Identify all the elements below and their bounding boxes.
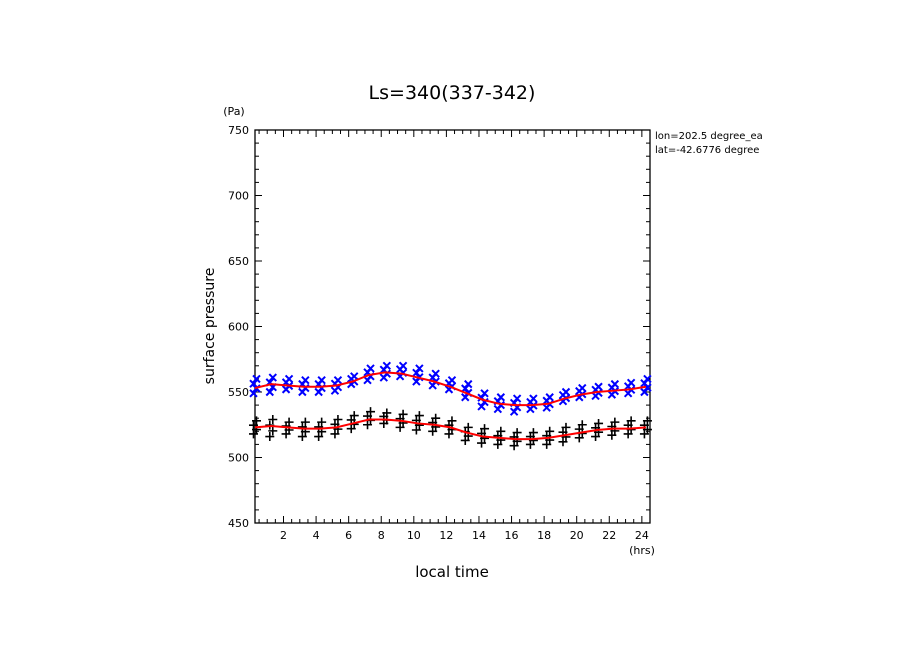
x-marker bbox=[350, 372, 359, 381]
x-marker bbox=[268, 373, 277, 382]
x-marker bbox=[415, 364, 424, 373]
x-marker bbox=[301, 376, 310, 385]
plus-marker bbox=[330, 429, 340, 439]
annotation-clip bbox=[779, 125, 904, 165]
plus-marker bbox=[463, 422, 473, 432]
x-tick-label: 18 bbox=[537, 529, 551, 542]
x-tick-label: 10 bbox=[407, 529, 421, 542]
y-tick-label: 700 bbox=[228, 190, 249, 203]
plus-marker bbox=[297, 422, 307, 432]
plus-marker bbox=[314, 432, 324, 442]
plot-frame bbox=[254, 129, 651, 524]
plus-marker bbox=[431, 413, 441, 423]
plus-marker bbox=[480, 433, 490, 443]
annotation-line-1: lon=202.5 degree_ea bbox=[655, 131, 763, 142]
x-unit-label: (hrs) bbox=[629, 544, 655, 557]
plus-marker bbox=[414, 420, 424, 430]
plus-marker bbox=[577, 420, 587, 430]
plus-marker bbox=[477, 438, 487, 448]
x-marker bbox=[317, 376, 326, 385]
x-marker bbox=[480, 389, 489, 398]
x-marker bbox=[366, 364, 375, 373]
x-marker bbox=[249, 379, 258, 388]
x-marker bbox=[578, 383, 587, 393]
y-tick-label: 600 bbox=[228, 321, 249, 334]
fit-line-3 bbox=[254, 418, 647, 441]
plus-marker bbox=[382, 408, 392, 418]
x-tick-label: 14 bbox=[472, 529, 486, 542]
x-marker bbox=[431, 369, 440, 378]
plus-marker bbox=[268, 415, 278, 425]
y-tick-label: 450 bbox=[228, 517, 249, 530]
plus-marker bbox=[265, 432, 275, 442]
x-marker bbox=[252, 374, 261, 384]
y-tick-label: 650 bbox=[228, 255, 249, 268]
x-marker bbox=[561, 387, 571, 397]
plus-marker bbox=[366, 407, 376, 417]
x-tick-label: 20 bbox=[570, 529, 584, 542]
plus-marker bbox=[300, 417, 310, 427]
y-unit-label: (Pa) bbox=[223, 105, 244, 118]
x-marker bbox=[610, 379, 620, 389]
plus-marker bbox=[610, 417, 620, 427]
plus-marker bbox=[317, 417, 327, 427]
plus-marker bbox=[480, 424, 490, 434]
chart-title: Ls=340(337-342) bbox=[369, 82, 536, 104]
x-marker bbox=[249, 389, 258, 398]
plus-marker bbox=[545, 426, 555, 436]
x-tick-label: 22 bbox=[602, 529, 616, 542]
x-marker bbox=[643, 374, 652, 384]
plus-marker bbox=[314, 422, 324, 432]
fit-line-2 bbox=[254, 371, 647, 407]
x-marker bbox=[382, 361, 392, 371]
plus-marker bbox=[252, 416, 261, 426]
x-marker bbox=[333, 376, 343, 385]
plus-marker bbox=[284, 417, 294, 427]
x-marker bbox=[545, 393, 554, 402]
x-tick-label: 24 bbox=[635, 529, 649, 542]
plus-marker bbox=[558, 437, 568, 447]
x-tick-label: 2 bbox=[280, 529, 287, 542]
plus-marker bbox=[512, 428, 522, 438]
plus-marker bbox=[447, 416, 457, 426]
plus-marker bbox=[561, 422, 571, 432]
plus-marker bbox=[411, 425, 421, 435]
x-tick-label: 12 bbox=[439, 529, 453, 542]
plus-marker bbox=[349, 411, 359, 421]
plus-marker bbox=[528, 428, 538, 438]
x-tick-label: 6 bbox=[345, 529, 352, 542]
y-axis-label: surface pressure bbox=[202, 268, 218, 385]
x-marker bbox=[464, 379, 473, 389]
x-marker bbox=[529, 394, 538, 403]
plus-marker bbox=[398, 409, 408, 419]
annotation-line-2: lat=-42.6776 degree bbox=[655, 145, 759, 156]
x-marker bbox=[398, 361, 408, 371]
x-marker bbox=[594, 382, 603, 391]
plus-marker bbox=[626, 416, 636, 426]
plus-marker bbox=[297, 432, 307, 442]
x-tick-label: 4 bbox=[313, 529, 320, 542]
plus-marker bbox=[268, 426, 278, 436]
x-marker bbox=[447, 376, 457, 385]
plus-marker bbox=[594, 418, 604, 428]
plus-marker bbox=[333, 415, 343, 425]
y-tick-label: 550 bbox=[228, 386, 249, 399]
y-tick-label: 500 bbox=[228, 452, 249, 465]
plus-marker bbox=[414, 411, 424, 421]
y-tick-label: 750 bbox=[228, 124, 249, 137]
x-marker bbox=[284, 374, 294, 384]
plus-marker bbox=[496, 426, 506, 436]
x-marker bbox=[496, 393, 506, 402]
plus-marker bbox=[642, 416, 652, 426]
x-tick-label: 16 bbox=[505, 529, 519, 542]
x-tick-label: 8 bbox=[378, 529, 385, 542]
x-marker bbox=[512, 394, 522, 403]
x-axis-label: local time bbox=[415, 563, 489, 581]
x-marker bbox=[265, 387, 274, 397]
x-marker bbox=[626, 378, 636, 388]
